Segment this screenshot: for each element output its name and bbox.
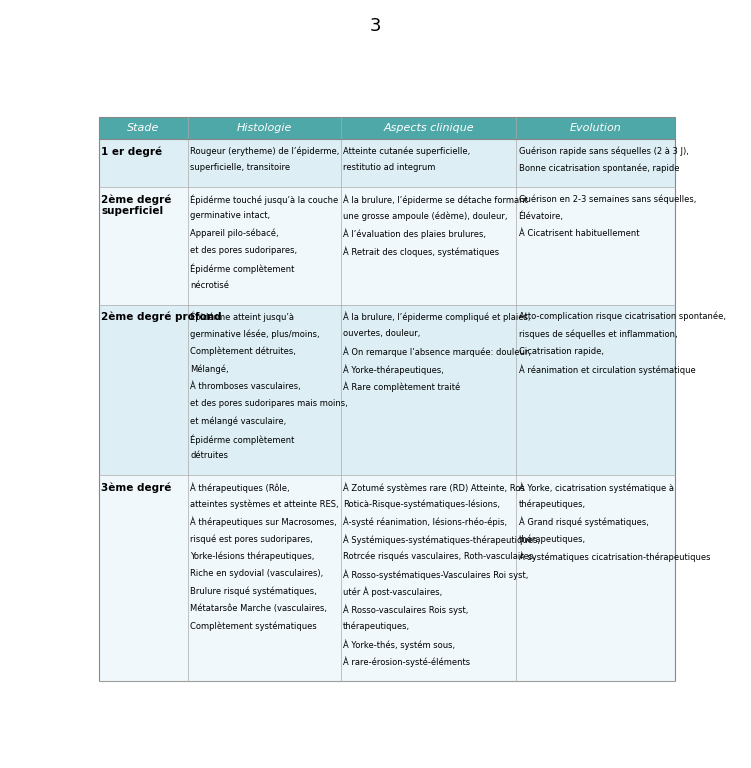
Text: À thérapeutiques sur Macrosomes,: À thérapeutiques sur Macrosomes, <box>190 517 337 528</box>
Text: 2ème degré
superficiel: 2ème degré superficiel <box>101 194 172 216</box>
Text: atteintes systèmes et atteinte RES,: atteintes systèmes et atteinte RES, <box>190 499 339 509</box>
Bar <box>516 140 674 187</box>
Text: À thérapeutiques (Rôle,: À thérapeutiques (Rôle, <box>190 482 290 492</box>
Text: risques de séquelles et inflammation,: risques de séquelles et inflammation, <box>519 329 677 339</box>
Text: thérapeutiques,: thérapeutiques, <box>519 535 586 544</box>
Bar <box>188 140 340 187</box>
Bar <box>188 475 340 680</box>
Text: Complètement systématiques: Complètement systématiques <box>190 621 317 631</box>
Text: Riche en sydovial (vasculaires),: Riche en sydovial (vasculaires), <box>190 569 324 578</box>
Bar <box>188 306 340 475</box>
Text: Atteinte cutanée superficielle,: Atteinte cutanée superficielle, <box>343 146 470 155</box>
Text: Guérison en 2-3 semaines sans séquelles,: Guérison en 2-3 semaines sans séquelles, <box>519 194 696 204</box>
Text: Histologie: Histologie <box>237 123 292 133</box>
Text: À Rosso-systématiques-Vasculaires Roi syst,: À Rosso-systématiques-Vasculaires Roi sy… <box>343 569 528 580</box>
Text: À Systémiques-systématiques-thérapeutiques,: À Systémiques-systématiques-thérapeutiqu… <box>343 535 540 545</box>
Text: thérapeutiques,: thérapeutiques, <box>343 621 410 631</box>
Bar <box>340 117 516 140</box>
Text: 3: 3 <box>369 17 382 35</box>
Text: germinative intact,: germinative intact, <box>190 211 270 220</box>
Text: restitutio ad integrum: restitutio ad integrum <box>343 164 436 173</box>
Text: 1 er degré: 1 er degré <box>101 146 162 157</box>
Text: À On remarque l’absence marquée: douleur,: À On remarque l’absence marquée: douleur… <box>343 346 531 357</box>
Text: Épidérme complètement: Épidérme complètement <box>190 264 294 274</box>
Bar <box>340 140 516 187</box>
Text: nécrotisé: nécrotisé <box>190 281 229 290</box>
Bar <box>516 306 674 475</box>
Text: une grosse ampoule (édème), douleur,: une grosse ampoule (édème), douleur, <box>343 211 508 221</box>
Text: Guérison rapide sans séquelles (2 à 3 J),: Guérison rapide sans séquelles (2 à 3 J)… <box>519 146 689 155</box>
Text: À Cicatrisent habituellement: À Cicatrisent habituellement <box>519 229 639 238</box>
Text: Cicatrisation rapide,: Cicatrisation rapide, <box>519 346 604 356</box>
Text: et des pores sudoripares mais moins,: et des pores sudoripares mais moins, <box>190 399 348 408</box>
Text: ouvertes, douleur,: ouvertes, douleur, <box>343 329 421 338</box>
Text: superficielle, transitoire: superficielle, transitoire <box>190 164 291 173</box>
Text: Appareil pilo-sébacé,: Appareil pilo-sébacé, <box>190 229 279 238</box>
Text: À systématiques cicatrisation-thérapeutiques: À systématiques cicatrisation-thérapeuti… <box>519 552 710 562</box>
Text: Rotrcée risqués vasculaires, Roth-vasculaires,: Rotrcée risqués vasculaires, Roth-vascul… <box>343 552 535 561</box>
Text: Aspects clinique: Aspects clinique <box>383 123 474 133</box>
Bar <box>340 306 516 475</box>
Text: À Zotumé systèmes rare (RD) Atteinte, Ros: À Zotumé systèmes rare (RD) Atteinte, Ro… <box>343 482 525 492</box>
Text: Mélangé,: Mélangé, <box>190 364 229 374</box>
Text: germinative lésée, plus/moins,: germinative lésée, plus/moins, <box>190 329 320 339</box>
Text: À rare-érosion-systé-éléments: À rare-érosion-systé-éléments <box>343 657 470 667</box>
Text: détruites: détruites <box>190 452 228 461</box>
Text: À réanimation et circulation systématique: À réanimation et circulation systématiqu… <box>519 364 695 375</box>
Bar <box>516 117 674 140</box>
Text: Stade: Stade <box>127 123 159 133</box>
Text: À la brulure, l’épiderme se détache formant: À la brulure, l’épiderme se détache form… <box>343 194 528 204</box>
Text: À Retrait des cloques, systématiques: À Retrait des cloques, systématiques <box>343 247 499 257</box>
Text: Rougeur (erytheme) de l’épiderme,: Rougeur (erytheme) de l’épiderme, <box>190 146 339 155</box>
Text: 2ème degré profond: 2ème degré profond <box>101 312 222 323</box>
Text: À la brulure, l’épiderme compliqué et plaies,: À la brulure, l’épiderme compliqué et pl… <box>343 312 530 323</box>
Bar <box>516 187 674 306</box>
Text: Épidérme complètement: Épidérme complètement <box>190 434 294 445</box>
Bar <box>98 187 188 306</box>
Text: et mélangé vasculaire,: et mélangé vasculaire, <box>190 416 286 426</box>
Bar <box>98 140 188 187</box>
Text: Yorke-lésions thérapeutiques,: Yorke-lésions thérapeutiques, <box>190 552 315 561</box>
Text: utér À post-vasculaires,: utér À post-vasculaires, <box>343 587 442 598</box>
Text: Evolution: Evolution <box>569 123 621 133</box>
Text: À-systé réanimation, lésions-rhéo-épis,: À-systé réanimation, lésions-rhéo-épis, <box>343 517 507 528</box>
Bar <box>516 475 674 680</box>
Text: 3ème degré: 3ème degré <box>101 482 172 492</box>
Text: et des pores sudoripares,: et des pores sudoripares, <box>190 247 297 256</box>
Text: Atto-complication risque cicatrisation spontanée,: Atto-complication risque cicatrisation s… <box>519 312 725 321</box>
Text: Métatarsôe Marche (vasculaires,: Métatarsôe Marche (vasculaires, <box>190 604 327 613</box>
Text: À thromboses vasculaires,: À thromboses vasculaires, <box>190 382 301 391</box>
Bar <box>340 475 516 680</box>
Text: thérapeutiques,: thérapeutiques, <box>519 499 586 509</box>
Bar <box>98 475 188 680</box>
Bar <box>98 117 188 140</box>
Text: Épidérme touché jusqu’à la couche: Épidérme touché jusqu’à la couche <box>190 194 339 204</box>
Text: Complètement détruites,: Complètement détruites, <box>190 346 296 356</box>
Bar <box>188 187 340 306</box>
Text: À Grand risqué systématiques,: À Grand risqué systématiques, <box>519 517 648 528</box>
Bar <box>188 117 340 140</box>
Text: Épidérme atteint jusqu’à: Épidérme atteint jusqu’à <box>190 312 294 323</box>
Text: À Rare complètement traité: À Rare complètement traité <box>343 382 460 392</box>
Text: Bonne cicatrisation spontanée, rapide: Bonne cicatrisation spontanée, rapide <box>519 164 679 173</box>
Text: À Yorke-thérapeutiques,: À Yorke-thérapeutiques, <box>343 364 444 375</box>
Text: À Rosso-vasculaires Rois syst,: À Rosso-vasculaires Rois syst, <box>343 604 468 614</box>
Text: Élévatoire,: Élévatoire, <box>519 211 563 221</box>
Text: À Yorke, cicatrisation systématique à: À Yorke, cicatrisation systématique à <box>519 482 674 492</box>
Text: À l’évaluation des plaies brulures,: À l’évaluation des plaies brulures, <box>343 229 486 240</box>
Text: risqué est pores sudoripares,: risqué est pores sudoripares, <box>190 535 313 544</box>
Text: Roticà-Risque-systématiques-lésions,: Roticà-Risque-systématiques-lésions, <box>343 499 500 509</box>
Text: Brulure risqué systématiques,: Brulure risqué systématiques, <box>190 587 317 596</box>
Text: À Yorke-thés, systém sous,: À Yorke-thés, systém sous, <box>343 639 455 650</box>
Bar <box>340 187 516 306</box>
Bar <box>98 306 188 475</box>
